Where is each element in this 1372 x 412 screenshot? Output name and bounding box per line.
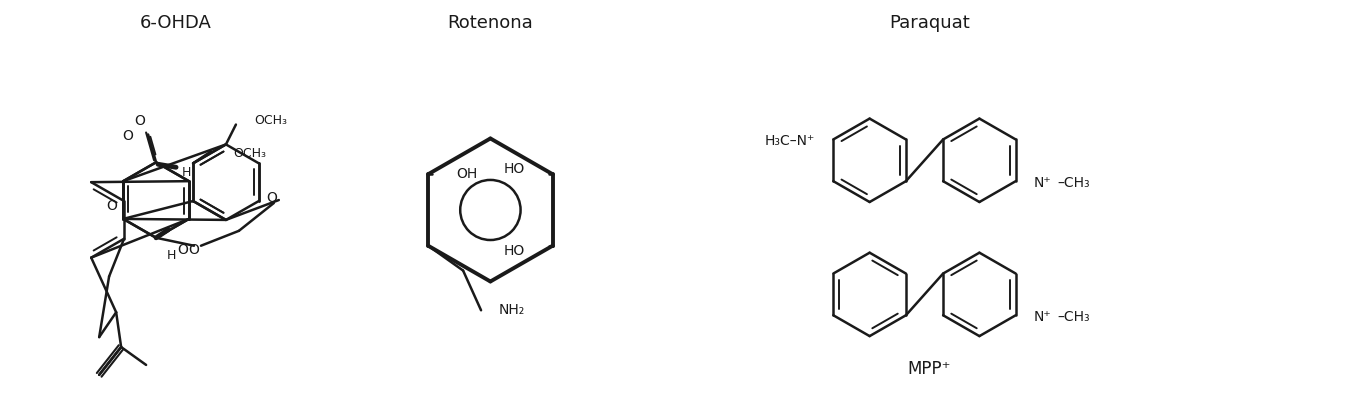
Text: O: O (177, 243, 188, 257)
Text: NH₂: NH₂ (499, 303, 525, 317)
Text: OCH₃: OCH₃ (233, 147, 266, 160)
Text: MPP⁺: MPP⁺ (908, 360, 951, 378)
Text: N⁺: N⁺ (1033, 310, 1051, 324)
Text: H: H (181, 166, 191, 179)
Text: HO: HO (504, 162, 524, 176)
Text: O: O (188, 243, 199, 257)
Text: –CH₃: –CH₃ (1058, 176, 1091, 190)
Text: HO: HO (504, 243, 524, 258)
Text: Paraquat: Paraquat (889, 14, 970, 32)
Text: O: O (266, 191, 277, 205)
Text: N⁺: N⁺ (1033, 176, 1051, 190)
Text: Rotenona: Rotenona (447, 14, 534, 32)
Text: 6-OHDA: 6-OHDA (140, 14, 211, 32)
Text: O: O (122, 129, 133, 143)
Text: OCH₃: OCH₃ (254, 114, 287, 127)
Text: OH: OH (456, 167, 477, 181)
Text: H₃C–N⁺: H₃C–N⁺ (766, 134, 815, 148)
Text: H: H (166, 249, 176, 262)
Text: O: O (107, 199, 118, 213)
Text: O: O (134, 114, 145, 128)
Text: –CH₃: –CH₃ (1058, 310, 1091, 324)
